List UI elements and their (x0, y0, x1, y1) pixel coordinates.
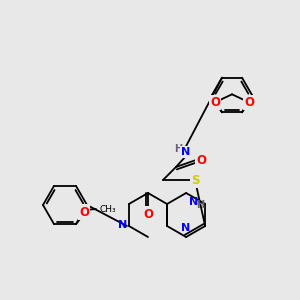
Text: O: O (210, 96, 220, 109)
Text: N: N (189, 197, 198, 207)
Text: O: O (143, 208, 153, 220)
Text: CH₃: CH₃ (99, 205, 116, 214)
Text: S: S (191, 173, 199, 187)
Text: N: N (182, 147, 190, 157)
Text: H: H (174, 144, 182, 154)
Text: O: O (79, 206, 89, 219)
Text: H: H (196, 200, 204, 210)
Text: O: O (196, 154, 206, 166)
Text: N: N (118, 220, 127, 230)
Text: N: N (182, 223, 191, 233)
Text: O: O (244, 96, 254, 109)
